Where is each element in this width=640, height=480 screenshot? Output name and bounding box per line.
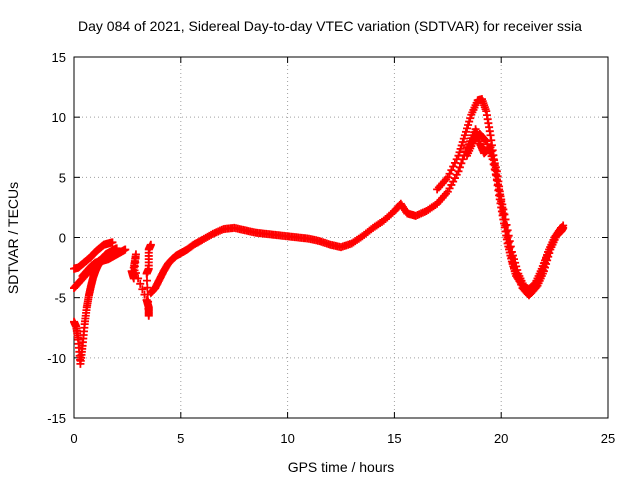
data-point (488, 155, 497, 164)
data-point (506, 242, 515, 251)
data-points (70, 95, 568, 368)
data-point (497, 195, 506, 204)
data-point (455, 163, 464, 172)
data-point (502, 220, 511, 229)
data-point (544, 252, 553, 261)
series-short-segments (127, 240, 155, 320)
data-point (481, 136, 490, 145)
y-axis-label: SDTVAR / TECUs (5, 182, 21, 294)
data-point (543, 256, 552, 265)
data-point (499, 205, 508, 214)
data-point (507, 247, 516, 256)
data-point (540, 263, 549, 272)
data-point (142, 276, 151, 285)
x-axis-label: GPS time / hours (288, 459, 395, 475)
data-point (498, 200, 507, 209)
y-tick-label: 0 (59, 231, 66, 246)
data-point (144, 297, 153, 306)
data-point (513, 265, 522, 274)
series-track-d (78, 245, 130, 281)
y-tick-label: 15 (52, 50, 66, 65)
data-point (492, 175, 501, 184)
data-point (505, 237, 514, 246)
y-tick-label: -15 (47, 411, 66, 426)
y-tick-label: -5 (54, 291, 66, 306)
data-point (138, 285, 147, 294)
data-point (510, 255, 519, 264)
y-tick-label: 5 (59, 170, 66, 185)
y-tick-label: 10 (52, 110, 66, 125)
x-tick-label: 25 (601, 431, 615, 446)
x-tick-label: 20 (494, 431, 508, 446)
data-point (143, 283, 152, 292)
data-point (134, 274, 143, 283)
data-point (491, 170, 500, 179)
data-point (539, 267, 548, 276)
data-point (121, 245, 130, 254)
data-point (500, 210, 509, 219)
series-track-c (70, 238, 117, 273)
data-point (501, 215, 510, 224)
data-point (129, 263, 138, 272)
series-mid-envelope (463, 130, 568, 297)
data-point (108, 238, 117, 247)
data-point (136, 279, 145, 288)
grid (74, 57, 608, 418)
x-tick-label: 0 (70, 431, 77, 446)
data-point (490, 165, 499, 174)
axis-ticks: 0 5 10 15 20 25 -15 -10 -5 0 5 10 15 (47, 50, 615, 446)
data-point (559, 221, 568, 230)
y-tick-label: -10 (47, 351, 66, 366)
x-tick-label: 5 (177, 431, 184, 446)
data-point (495, 185, 504, 194)
data-point (146, 240, 155, 249)
data-point (558, 223, 567, 232)
data-point (545, 249, 554, 258)
data-point (493, 180, 502, 189)
x-tick-label: 10 (280, 431, 294, 446)
data-point (512, 262, 521, 271)
chart-title: Day 084 of 2021, Sidereal Day-to-day VTE… (78, 18, 582, 34)
data-point (511, 258, 520, 267)
data-point (144, 304, 153, 313)
data-point (504, 231, 513, 240)
data-point (131, 268, 140, 277)
data-point (542, 259, 551, 268)
data-point (489, 160, 498, 169)
data-point (496, 190, 505, 199)
data-point (144, 311, 153, 320)
data-point (508, 251, 517, 260)
data-point (454, 167, 463, 176)
data-point (503, 226, 512, 235)
x-tick-label: 15 (387, 431, 401, 446)
